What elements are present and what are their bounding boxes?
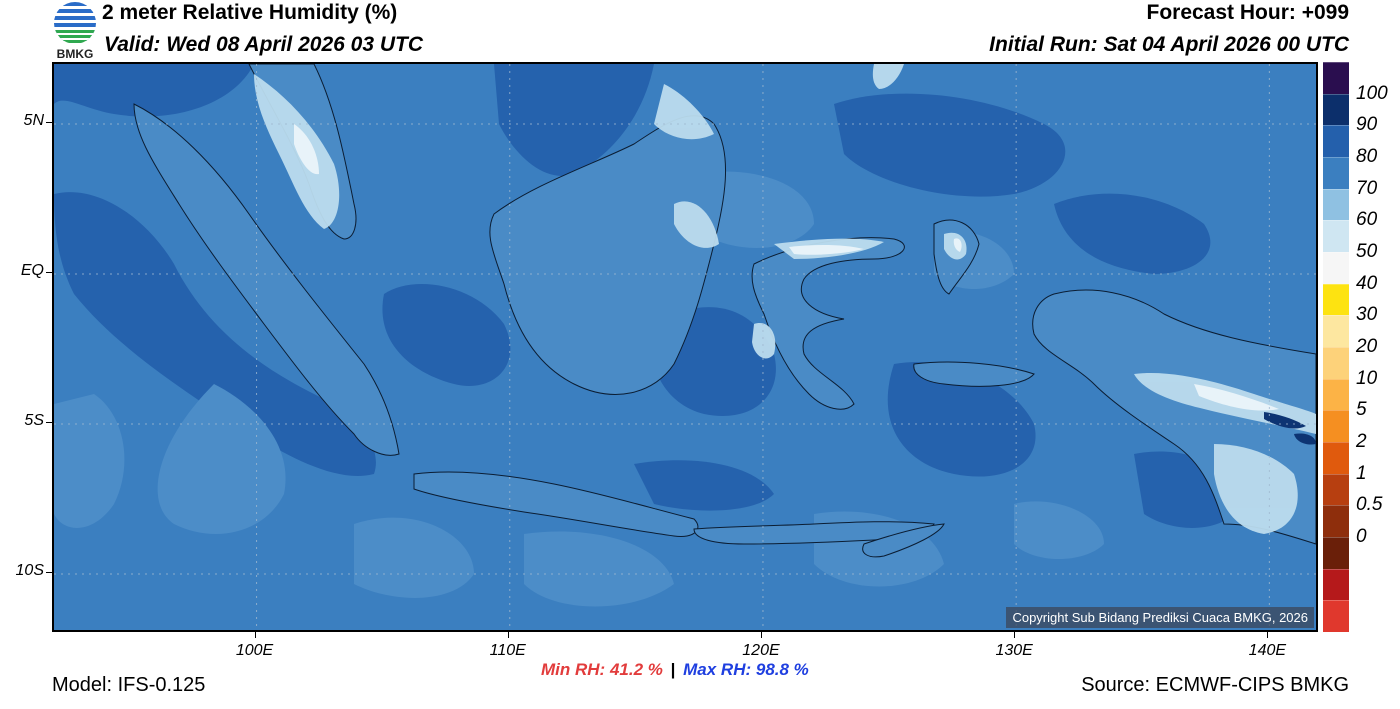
colorbar-segment (1323, 505, 1349, 537)
colorbar-label: 10 (1356, 367, 1378, 389)
colorbar-segment (1323, 536, 1349, 569)
colorbar-segment (1323, 125, 1349, 157)
initial-run: Initial Run: Sat 04 April 2026 00 UTC (989, 33, 1349, 56)
lat-lon-grid (54, 64, 1316, 630)
lat-tick-label: 5N (23, 112, 44, 129)
colorbar-segment (1323, 568, 1349, 601)
colorbar-segment (1323, 93, 1349, 126)
colorbar (1323, 62, 1349, 632)
max-rh-label: Max RH: (683, 660, 752, 679)
lon-tick-label: 120E (742, 642, 780, 659)
stats-separator: | (670, 660, 676, 679)
colorbar-segment (1323, 473, 1349, 506)
copyright-notice: Copyright Sub Bidang Prediksi Cuaca BMKG… (1006, 607, 1314, 628)
lat-tick-mark (46, 572, 52, 573)
bmkg-logo: BMKG (52, 2, 98, 61)
colorbar-label: 30 (1356, 304, 1378, 326)
lon-tick-label: 110E (489, 642, 526, 659)
min-rh-value: 41.2 % (609, 660, 663, 679)
lat-tick-label: 5S (24, 412, 44, 429)
forecast-hour: Forecast Hour: +099 (1146, 1, 1350, 24)
colorbar-label: 50 (1356, 241, 1378, 262)
valid-time: Valid: Wed 08 April 2026 03 UTC (104, 33, 423, 56)
colorbar-segment (1323, 315, 1349, 347)
source-label: Source: ECMWF-CIPS BMKG (1081, 674, 1349, 696)
humidity-map: Copyright Sub Bidang Prediksi Cuaca BMKG… (52, 62, 1318, 632)
lon-tick-mark (1267, 632, 1269, 638)
rh-stats: Min RH: 41.2 % | Max RH: 98.8 % (541, 660, 809, 680)
colorbar-segment (1323, 220, 1349, 252)
colorbar-label: 60 (1356, 209, 1378, 231)
lat-tick-mark (46, 422, 52, 423)
map-title: 2 meter Relative Humidity (%) (102, 1, 398, 24)
colorbar-label: 70 (1356, 177, 1378, 199)
lon-tick-mark (1014, 632, 1016, 638)
colorbar-segment (1323, 188, 1349, 221)
min-rh-label: Min RH: (541, 660, 606, 679)
colorbar-segment (1323, 441, 1349, 474)
lon-tick-mark (254, 632, 256, 638)
lat-tick-mark (46, 122, 52, 123)
lon-tick-mark (507, 632, 509, 638)
colorbar-label: 90 (1356, 114, 1378, 136)
sulawesi-island (751, 237, 905, 410)
colorbar-label: 5 (1356, 399, 1367, 421)
lat-tick-mark (46, 272, 52, 273)
colorbar-segment (1323, 251, 1349, 284)
lat-tick-label: 10S (15, 562, 44, 579)
colorbar-segment (1323, 346, 1349, 379)
colorbar-label: 20 (1356, 336, 1378, 357)
logo-text: BMKG (56, 47, 94, 61)
borneo-island (489, 115, 727, 395)
lon-tick-label: 100E (235, 642, 274, 659)
map-field (54, 64, 1316, 630)
seram-island (913, 361, 1035, 387)
model-label: Model: IFS-0.125 (52, 674, 206, 696)
colorbar-label: 0.5 (1356, 494, 1383, 516)
colorbar-segment (1323, 62, 1349, 94)
colorbar-segment (1323, 156, 1349, 189)
high-humidity-regions (54, 64, 1244, 528)
colorbar-label: 100 (1356, 82, 1388, 104)
max-rh-value: 98.8 % (755, 660, 809, 679)
colorbar-label: 40 (1356, 272, 1378, 294)
sumatra-island (133, 103, 400, 456)
colorbar-segment (1323, 410, 1349, 442)
colorbar-label: 80 (1356, 146, 1378, 167)
lon-tick-label: 140E (1248, 642, 1287, 659)
colorbar-label: 2 (1356, 431, 1367, 452)
colorbar-segment (1323, 283, 1349, 316)
lon-tick-mark (760, 632, 762, 638)
colorbar-label: 0 (1356, 526, 1367, 547)
lowest-humidity-spots (294, 124, 1279, 411)
timor-island (862, 523, 945, 558)
colorbar-segment (1323, 378, 1349, 411)
lon-tick-label: 130E (995, 642, 1033, 659)
colorbar-label: 1 (1356, 462, 1367, 484)
lat-tick-label: EQ (20, 262, 44, 279)
bmkg-emblem-icon (54, 2, 96, 44)
peak-humidity-spots (1264, 412, 1316, 445)
colorbar-segment (1323, 600, 1349, 632)
